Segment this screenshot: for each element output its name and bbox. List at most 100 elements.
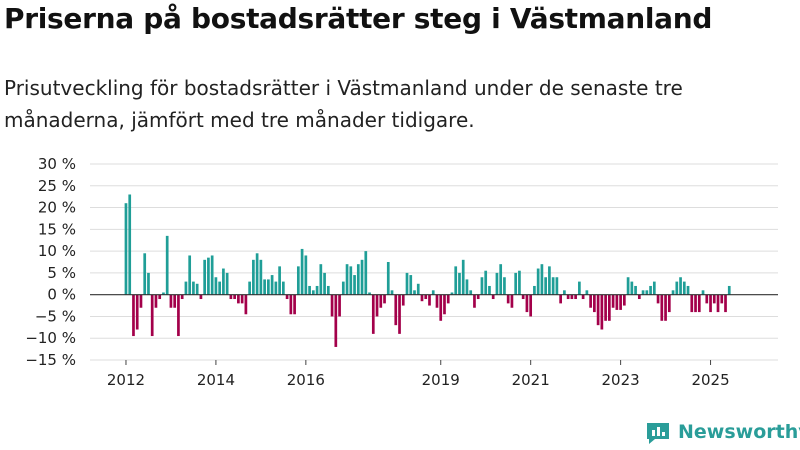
bar bbox=[495, 272, 499, 295]
bar bbox=[222, 268, 225, 295]
bar bbox=[431, 290, 435, 295]
bar bbox=[682, 281, 686, 295]
bar bbox=[570, 294, 574, 300]
bar bbox=[578, 281, 581, 295]
brand[interactable]: Newsworthy bbox=[644, 418, 800, 446]
bar bbox=[589, 294, 592, 308]
bar bbox=[345, 264, 349, 295]
bar bbox=[285, 294, 289, 300]
bar bbox=[679, 277, 682, 295]
bar bbox=[188, 255, 192, 295]
bar bbox=[701, 290, 705, 295]
annotations: 2 % bbox=[765, 150, 792, 154]
bar bbox=[675, 281, 679, 295]
bar bbox=[195, 283, 199, 295]
bar bbox=[521, 294, 525, 300]
bar bbox=[626, 277, 630, 295]
bar bbox=[518, 270, 521, 295]
bar bbox=[203, 259, 207, 295]
y-tick-label: 15 % bbox=[38, 220, 76, 238]
bar bbox=[135, 294, 139, 330]
bar bbox=[488, 285, 491, 295]
bar bbox=[724, 294, 727, 313]
bar bbox=[690, 294, 694, 313]
bar bbox=[379, 294, 383, 308]
y-tick-label: 30 % bbox=[38, 155, 76, 173]
bar bbox=[615, 294, 619, 310]
bar bbox=[574, 294, 577, 300]
bar bbox=[405, 272, 409, 295]
bar bbox=[720, 294, 724, 304]
bar bbox=[619, 294, 622, 310]
bar bbox=[439, 294, 443, 321]
y-tick-label: −5 % bbox=[35, 307, 76, 325]
bar bbox=[563, 290, 566, 295]
bar bbox=[252, 259, 255, 295]
y-tick-label: 20 % bbox=[38, 199, 76, 217]
annotation-label: 2 % bbox=[765, 150, 792, 154]
bar bbox=[192, 281, 195, 295]
bar bbox=[139, 294, 143, 308]
x-tick-label: 2023 bbox=[602, 371, 640, 389]
bar bbox=[150, 294, 154, 337]
bar bbox=[371, 294, 375, 334]
y-tick-label: 0 % bbox=[47, 286, 76, 304]
bar bbox=[218, 281, 221, 295]
bar bbox=[225, 272, 229, 295]
bar bbox=[311, 290, 315, 295]
y-tick-label: 25 % bbox=[38, 177, 76, 195]
bar bbox=[645, 290, 649, 295]
bar bbox=[143, 253, 147, 295]
bar bbox=[608, 294, 611, 321]
bar bbox=[503, 277, 506, 295]
bar bbox=[270, 275, 274, 295]
bar bbox=[506, 294, 510, 304]
bar bbox=[656, 294, 660, 304]
grid-lines bbox=[90, 163, 778, 361]
bar bbox=[660, 294, 664, 321]
bar bbox=[244, 294, 248, 315]
bar bbox=[353, 275, 356, 295]
chart-title: Priserna på bostadsrätter steg i Västman… bbox=[4, 2, 713, 35]
bar bbox=[514, 272, 518, 295]
bar bbox=[611, 294, 615, 308]
bar bbox=[237, 294, 240, 304]
bar bbox=[446, 294, 450, 304]
bar bbox=[533, 285, 536, 295]
bar bbox=[360, 259, 364, 295]
bar bbox=[484, 270, 488, 295]
bar bbox=[240, 294, 244, 304]
bar bbox=[686, 285, 690, 295]
bar bbox=[267, 279, 270, 295]
bar bbox=[124, 203, 128, 295]
bar bbox=[338, 294, 341, 317]
bar bbox=[184, 281, 188, 295]
x-tick-label: 2014 bbox=[197, 371, 235, 389]
bar bbox=[709, 294, 712, 313]
y-axis-ticks: −15 % −10 % −5 % 0 % 5 % 10 % 15 % 20 % 25 % 30 % bbox=[25, 155, 76, 369]
bar bbox=[428, 294, 431, 306]
bar bbox=[401, 294, 405, 306]
bar bbox=[566, 294, 570, 300]
newsworthy-logo-icon bbox=[647, 423, 669, 444]
bar bbox=[173, 294, 177, 308]
bar bbox=[255, 253, 259, 295]
bar bbox=[458, 272, 461, 295]
y-tick-label: −10 % bbox=[25, 329, 76, 347]
bar bbox=[207, 257, 210, 295]
bar bbox=[536, 268, 540, 295]
bar bbox=[600, 294, 604, 330]
bar bbox=[555, 277, 559, 295]
bar bbox=[229, 294, 233, 300]
bar bbox=[652, 281, 656, 295]
bar bbox=[473, 294, 476, 308]
bar bbox=[637, 294, 641, 300]
bar bbox=[491, 294, 495, 300]
bar bbox=[596, 294, 600, 326]
bar bbox=[319, 264, 323, 295]
bar bbox=[443, 294, 446, 315]
bar bbox=[716, 294, 720, 313]
bar bbox=[293, 294, 296, 315]
bar bbox=[551, 277, 555, 295]
bar bbox=[461, 259, 465, 295]
